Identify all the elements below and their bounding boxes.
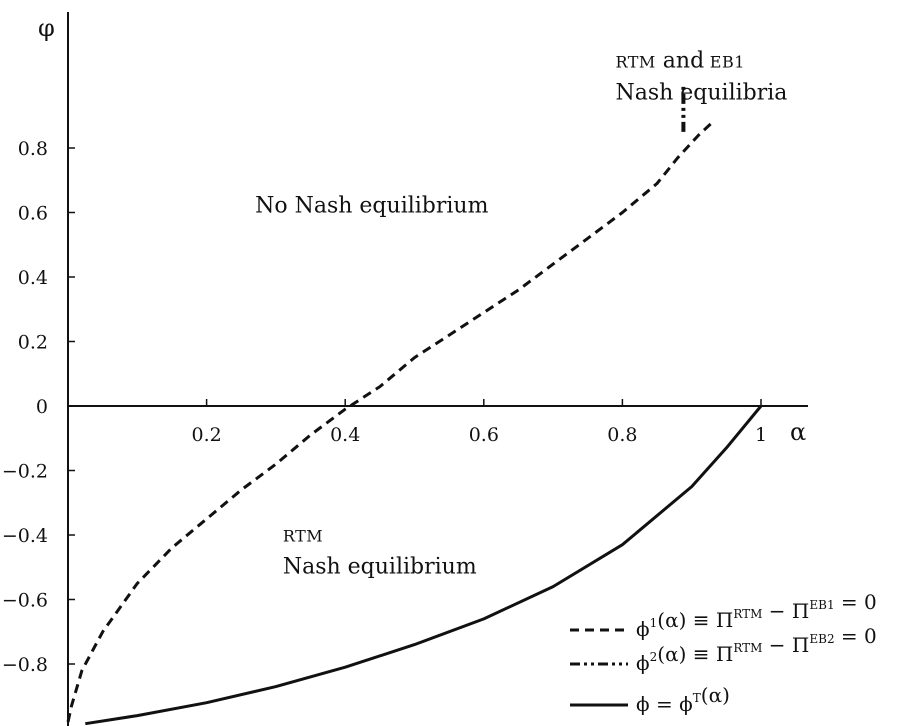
annotation-line: RTM and EB1 [615, 48, 744, 73]
x-tick-label: 1 [755, 424, 767, 446]
annotation-word: RTM [615, 52, 655, 71]
x-tick-label: 0.8 [607, 424, 637, 446]
y-tick-label: 0.2 [18, 332, 48, 354]
legend-phi1: ϕ1(α) ≡ ΠRTM − ΠEB1 = 0 [570, 590, 877, 641]
annotation-line: Nash equilibria [615, 80, 787, 105]
legend-text-part: ϕ [636, 617, 650, 641]
legend: ϕ1(α) ≡ ΠRTM − ΠEB1 = 0ϕ2(α) ≡ ΠRTM − ΠE… [570, 590, 877, 716]
x-axis-label: α [790, 418, 806, 446]
y-tick-label: −0.6 [2, 590, 48, 612]
y-tick-label: 0.4 [18, 267, 48, 289]
y-tick-label: −0.4 [2, 525, 48, 547]
legend-text: ϕ2(α) ≡ ΠRTM − ΠEB2 = 0 [636, 624, 877, 675]
curves [66, 86, 763, 726]
legend-text-part: (α) ≡ Π [657, 608, 733, 632]
y-tick-label: 0.6 [18, 203, 48, 225]
y-axis-label: φ [38, 14, 55, 42]
legend-text-part: − Π [762, 633, 809, 657]
legend-superscript: EB1 [809, 598, 834, 612]
legend-text-part: ϕ [636, 651, 650, 675]
ticks: 0.2 0.4 0.6 0.8 1 0.8 0.6 0.4 0.2 0 −0.2 −0.4 −0.6 −0… [2, 138, 767, 676]
rtm-eb1-equilibria-label: RTM and EB1 Nash equilibria [615, 48, 787, 105]
annotation-line: No Nash equilibrium [255, 194, 488, 219]
legend-text: ϕ = ϕT(α) [636, 683, 730, 716]
annotations: No Nash equilibrium RTM and EB1 Nash equil… [255, 48, 787, 579]
legend-text-part: − Π [762, 599, 809, 623]
legend-superscript: 2 [650, 650, 658, 664]
annotation-word: and [656, 48, 704, 73]
legend-superscript: RTM [733, 641, 762, 655]
x-tick-label: 0.4 [330, 424, 360, 446]
x-tick-label: 0.2 [191, 424, 221, 446]
rtm-equilibrium-label: RTM Nash equilibrium [283, 526, 477, 579]
annotation-word: RTM [283, 526, 323, 545]
legend-text-part: = 0 [835, 590, 877, 614]
y-tick-label: 0.8 [18, 138, 48, 160]
legend-superscript: 1 [650, 616, 658, 630]
axes: αφ [38, 12, 808, 726]
phi1-curve [66, 121, 714, 723]
legend-text-part: (α) [701, 683, 730, 707]
y-tick-label: −0.2 [2, 461, 48, 483]
legend-superscript: T [693, 691, 701, 705]
legend-superscript: EB2 [809, 632, 834, 646]
y-tick-label: −0.8 [2, 654, 48, 676]
annotation-word: EB1 [704, 52, 745, 71]
x-tick-label: 0.6 [469, 424, 499, 446]
phiT-curve [85, 405, 763, 726]
legend-text: ϕ1(α) ≡ ΠRTM − ΠEB1 = 0 [636, 590, 877, 641]
legend-phiT: ϕ = ϕT(α) [570, 683, 730, 716]
annotation-line: Nash equilibrium [283, 554, 477, 579]
no-equilibrium-label: No Nash equilibrium [255, 194, 488, 219]
legend-text-part: ϕ = ϕ [636, 692, 693, 716]
annotation-line: RTM [283, 526, 323, 545]
y-tick-label: 0 [36, 396, 48, 418]
legend-text-part: = 0 [835, 624, 877, 648]
legend-text-part: (α) ≡ Π [657, 642, 733, 666]
legend-phi2: ϕ2(α) ≡ ΠRTM − ΠEB2 = 0 [570, 624, 877, 675]
legend-superscript: RTM [733, 607, 762, 621]
